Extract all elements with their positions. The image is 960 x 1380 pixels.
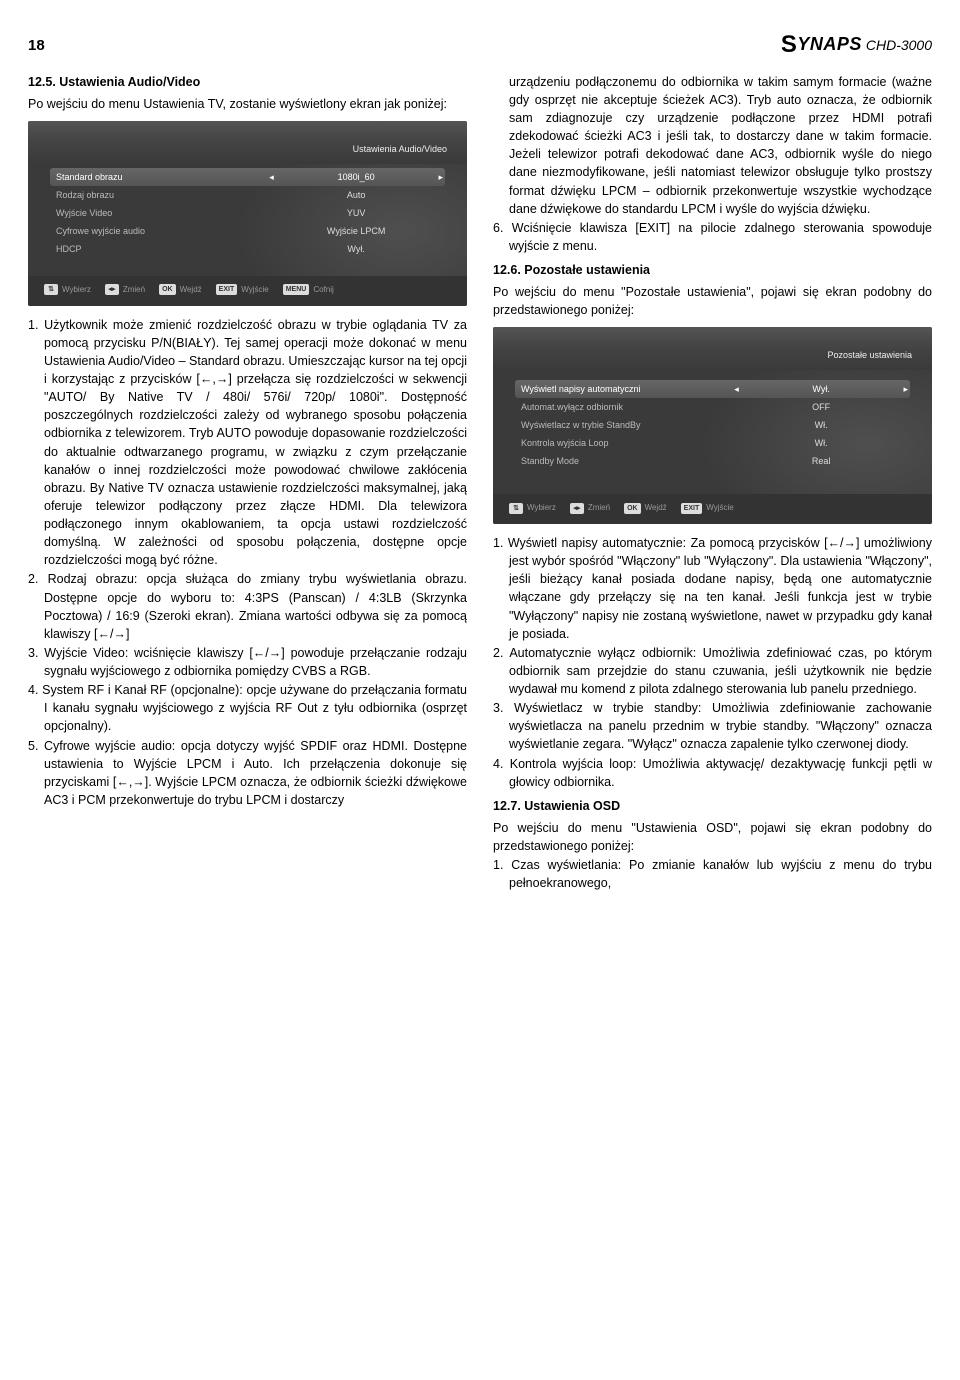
screenshot-row-label: Rodzaj obrazu (50, 189, 267, 202)
list-item: 1. Użytkownik może zmienić rozdzielczość… (28, 316, 467, 570)
carryover-text: urządzeniu podłączonemu do odbiornika w … (493, 73, 932, 218)
screenshot-row-value: YUV (267, 207, 445, 220)
screenshot-footer-hint: MENUCofnij (283, 284, 334, 296)
section-12-7-intro: Po wejściu do menu "Ustawienia OSD", poj… (493, 819, 932, 855)
screenshot-row-label: Cyfrowe wyjście audio (50, 225, 267, 238)
list-item: 5. Cyfrowe wyjście audio: opcja dotyczy … (28, 737, 467, 810)
screenshot-row: Wyświetl napisy automatyczniWył. (515, 380, 910, 398)
section-12-6-list: 1. Wyświetl napisy automatycznie: Za pom… (493, 534, 932, 791)
screenshot-row-value: OFF (732, 401, 910, 414)
list-item: 2. Rodzaj obrazu: opcja służąca do zmian… (28, 570, 467, 643)
key-hint: ⇅ (44, 284, 58, 295)
screenshot-row-value: Real (732, 455, 910, 468)
section-12-5-intro: Po wejściu do menu Ustawienia TV, zostan… (28, 95, 467, 113)
brand: SYNAPS CHD-3000 (781, 28, 932, 63)
screenshot-title: Pozostałe ustawienia (493, 327, 932, 370)
screenshot-row-label: Kontrola wyjścia Loop (515, 437, 732, 450)
key-hint: OK (159, 284, 176, 295)
key-hint: OK (624, 503, 641, 514)
key-hint: ◂▸ (105, 284, 119, 295)
page-number: 18 (28, 35, 45, 57)
screenshot-footer-hint: ⇅Wybierz (44, 284, 91, 296)
page-header: 18 SYNAPS CHD-3000 (28, 28, 932, 63)
screenshot-row-label: Wyświetlacz w trybie StandBy (515, 419, 732, 432)
key-hint: ⇅ (509, 503, 523, 514)
key-hint: MENU (283, 284, 310, 295)
screenshot-footer-hint: ◂▸Zmień (105, 284, 145, 296)
screenshot-row-value: 1080i_60 (267, 171, 445, 184)
section-12-5-list: 1. Użytkownik może zmienić rozdzielczość… (28, 316, 467, 809)
screenshot-footer-hint: OKWejdź (159, 284, 202, 296)
screenshot-row-label: Standard obrazu (50, 171, 267, 184)
screenshot-footer-hint: OKWejdź (624, 502, 667, 514)
screenshot-row: Cyfrowe wyjście audioWyjście LPCM (50, 222, 445, 240)
screenshot-footer-hint: EXITWyjście (681, 502, 734, 514)
list-item: 2. Automatycznie wyłącz odbiornik: Umożl… (493, 644, 932, 698)
screenshot-footer-hint: EXITWyjście (216, 284, 269, 296)
section-12-6-title: 12.6. Pozostałe ustawienia (493, 261, 932, 279)
section-12-6-intro: Po wejściu do menu "Pozostałe ustawienia… (493, 283, 932, 319)
screenshot-row: Kontrola wyjścia LoopWł. (515, 434, 910, 452)
screenshot-audio-video: Ustawienia Audio/Video Standard obrazu10… (28, 121, 467, 306)
list-item: 1. Czas wyświetlania: Po zmianie kanałów… (493, 856, 932, 892)
section-12-7-title: 12.7. Ustawienia OSD (493, 797, 932, 815)
section-12-7-list: 1. Czas wyświetlania: Po zmianie kanałów… (493, 856, 932, 892)
key-hint: ◂▸ (570, 503, 584, 514)
screenshot-row: Automat.wyłącz odbiornikOFF (515, 398, 910, 416)
screenshot-row-value: Wył. (267, 243, 445, 256)
screenshot-row: Wyjście VideoYUV (50, 204, 445, 222)
screenshot-other-settings: Pozostałe ustawienia Wyświetl napisy aut… (493, 327, 932, 524)
right-column: urządzeniu podłączonemu do odbiornika w … (493, 73, 932, 894)
screenshot-row-value: Wył. (732, 383, 910, 396)
key-hint: EXIT (681, 503, 703, 514)
screenshot-footer-hint: ◂▸Zmień (570, 502, 610, 514)
brand-logo: SYNAPS (781, 28, 862, 63)
screenshot-row: Wyświetlacz w trybie StandByWł. (515, 416, 910, 434)
screenshot-row-label: Automat.wyłącz odbiornik (515, 401, 732, 414)
list-item: 4. Kontrola wyjścia loop: Umożliwia akty… (493, 755, 932, 791)
item-6: 6. Wciśnięcie klawisza [EXIT] na pilocie… (493, 219, 932, 255)
screenshot-row: Standby ModeReal (515, 452, 910, 470)
screenshot-row-value: Wł. (732, 437, 910, 450)
screenshot-row-value: Wyjście LPCM (267, 225, 445, 238)
screenshot-row: HDCPWył. (50, 240, 445, 258)
screenshot-row-value: Auto (267, 189, 445, 202)
screenshot-row-label: Wyjście Video (50, 207, 267, 220)
screenshot-row-label: HDCP (50, 243, 267, 256)
screenshot-row-label: Standby Mode (515, 455, 732, 468)
key-hint: EXIT (216, 284, 238, 295)
list-item: 3. Wyjście Video: wciśnięcie klawiszy [←… (28, 644, 467, 680)
screenshot-row: Standard obrazu1080i_60 (50, 168, 445, 186)
screenshot-title: Ustawienia Audio/Video (28, 121, 467, 164)
list-item: 6. Wciśnięcie klawisza [EXIT] na pilocie… (493, 219, 932, 255)
left-column: 12.5. Ustawienia Audio/Video Po wejściu … (28, 73, 467, 894)
list-item: 1. Wyświetl napisy automatycznie: Za pom… (493, 534, 932, 643)
section-12-5-title: 12.5. Ustawienia Audio/Video (28, 73, 467, 91)
screenshot-row-value: Wł. (732, 419, 910, 432)
brand-model: CHD-3000 (866, 35, 932, 55)
list-item: 4. System RF i Kanał RF (opcjonalne): op… (28, 681, 467, 735)
screenshot-row-label: Wyświetl napisy automatyczni (515, 383, 732, 396)
screenshot-row: Rodzaj obrazuAuto (50, 186, 445, 204)
list-item: 3. Wyświetlacz w trybie standby: Umożliw… (493, 699, 932, 753)
screenshot-footer-hint: ⇅Wybierz (509, 502, 556, 514)
